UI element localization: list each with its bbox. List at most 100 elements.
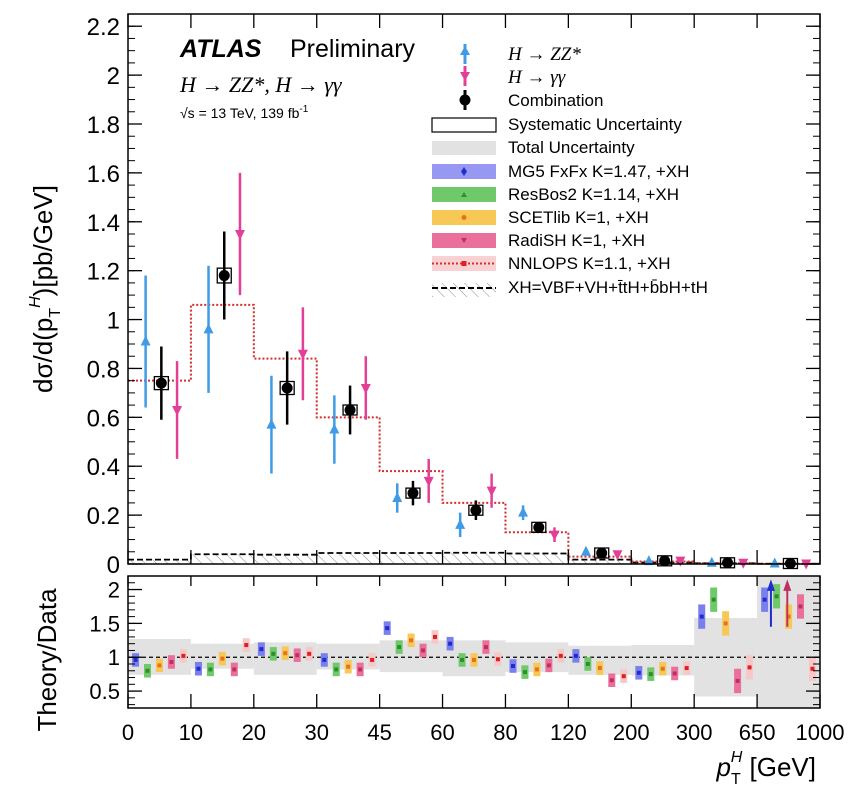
ratio-model-marker: [660, 666, 665, 671]
x-tick-label: 120: [550, 720, 587, 745]
x-tick-label: 60: [430, 720, 454, 745]
legend-resbos-marker: [461, 192, 467, 197]
xh-hatch-bar: [316, 553, 380, 564]
y-axis-label-tail: )[pb/GeV]: [28, 185, 58, 296]
ratio-model-marker: [397, 645, 402, 650]
xh-hatch-bar: [442, 552, 506, 564]
legend-label-yy: H → γγ: [507, 67, 566, 88]
data-point-zz: [392, 492, 403, 502]
ratio-model-marker: [259, 647, 264, 652]
energy-label: √s = 13 TeV, 139 fb-1: [180, 104, 309, 121]
data-point-yy: [234, 230, 245, 240]
ratio-model-marker: [699, 614, 704, 619]
data-point-zz: [769, 557, 780, 568]
x-tick-label: 80: [493, 720, 517, 745]
y-tick-label: 0.2: [87, 503, 120, 530]
ratio-model-marker: [711, 597, 716, 602]
ratio-model-marker: [271, 651, 276, 656]
x-tick-label: 20: [242, 720, 266, 745]
legend-nnlops-marker: [461, 261, 467, 266]
ratio-model-marker: [546, 663, 551, 668]
ratio-model-marker: [483, 645, 488, 650]
data-point-zz: [706, 556, 717, 567]
ratio-model-marker: [421, 648, 426, 653]
x-tick-label: 10: [179, 720, 203, 745]
legend-label-zz: H → ZZ*: [507, 44, 581, 65]
ratio-model-marker: [358, 667, 363, 672]
ratio-model-marker: [810, 666, 815, 671]
ratio-model-marker: [609, 678, 614, 683]
y-tick-label: 1.2: [87, 259, 120, 286]
y-tick-label: 1.8: [87, 112, 120, 139]
data-point-zz: [643, 555, 654, 566]
legend-total-box: [432, 141, 496, 155]
legend-label-syst: Systematic Uncertainty: [508, 115, 682, 134]
data-point-combination: [533, 521, 545, 533]
ratio-overflow-arrowhead: [766, 579, 775, 591]
ratio-model-marker: [322, 657, 327, 662]
data-point-combination: [470, 504, 482, 516]
ratio-model-marker: [495, 657, 500, 662]
x-axis-label: pTH [GeV]: [715, 749, 816, 785]
ratio-model-marker: [786, 614, 791, 619]
main-plot-frame: [127, 13, 821, 565]
ratio-model-marker: [534, 667, 539, 672]
data-point-zz: [455, 518, 466, 529]
legend-label-combination: Combination: [508, 91, 603, 110]
ratio-model-marker: [196, 666, 201, 671]
legend-radish-marker: [461, 238, 467, 243]
data-point-zz: [203, 323, 214, 334]
ratio-model-marker: [762, 597, 767, 602]
ratio-model-marker: [723, 621, 728, 626]
ratio-plot-frame: [127, 575, 821, 709]
process-label: H → ZZ*, H → γγ: [179, 72, 343, 97]
data-point-yy: [360, 384, 371, 394]
data-point-zz: [140, 335, 151, 346]
data-point-yy: [297, 349, 308, 360]
ratio-y-tick-label: 2: [108, 578, 120, 603]
y-axis-label-sub: T: [47, 308, 64, 318]
y-tick-label: 1: [107, 308, 120, 335]
ratio-model-marker: [283, 651, 288, 656]
x-tick-label: 1000: [796, 720, 845, 745]
ratio-model-marker: [684, 666, 689, 671]
ratio-model-marker: [774, 594, 779, 599]
y-tick-label: 2: [107, 63, 120, 90]
x-tick-label: 200: [613, 720, 650, 745]
ratio-model-marker: [747, 665, 752, 670]
data-point-zz: [329, 423, 340, 434]
xh-hatch-bar: [253, 554, 317, 564]
data-point-combination: [218, 270, 230, 282]
y-tick-label: 0.8: [87, 356, 120, 383]
legend-label-nnlops: NNLOPS K=1.1, +XH: [508, 254, 671, 273]
ratio-model-marker: [573, 653, 578, 658]
data-point-zz: [580, 545, 591, 556]
ratio-model-marker: [585, 662, 590, 666]
legend-yy-marker: [460, 66, 470, 86]
legend-label-mg5: MG5 FxFx K=1.47, +XH: [508, 162, 689, 181]
data-point-yy: [612, 550, 623, 561]
ratio-model-marker: [409, 638, 414, 643]
data-point-zz: [518, 506, 529, 517]
ratio-model-marker: [133, 657, 138, 662]
ratio-model-marker: [460, 657, 465, 662]
ratio-model-marker: [370, 657, 375, 662]
legend-syst-box: [431, 117, 497, 133]
ratio-model-marker: [472, 657, 476, 662]
legend-mg5-marker: [461, 167, 467, 176]
ratio-model-marker: [672, 671, 677, 676]
chart-title: ATLAS: [179, 35, 262, 63]
data-point-combination: [722, 557, 734, 569]
y-tick-label: 0: [107, 552, 120, 579]
x-tick-label: 30: [304, 720, 328, 745]
ratio-model-marker: [558, 653, 563, 658]
ratio-model-marker: [208, 667, 213, 672]
legend-zz-marker: [460, 44, 470, 64]
data-point-zz: [266, 418, 277, 429]
x-tick-label: 300: [676, 720, 713, 745]
ratio-model-marker: [511, 664, 516, 669]
ratio-model-marker: [522, 670, 527, 675]
xh-hatch-bar: [568, 559, 632, 564]
ratio-model-marker: [181, 653, 186, 658]
